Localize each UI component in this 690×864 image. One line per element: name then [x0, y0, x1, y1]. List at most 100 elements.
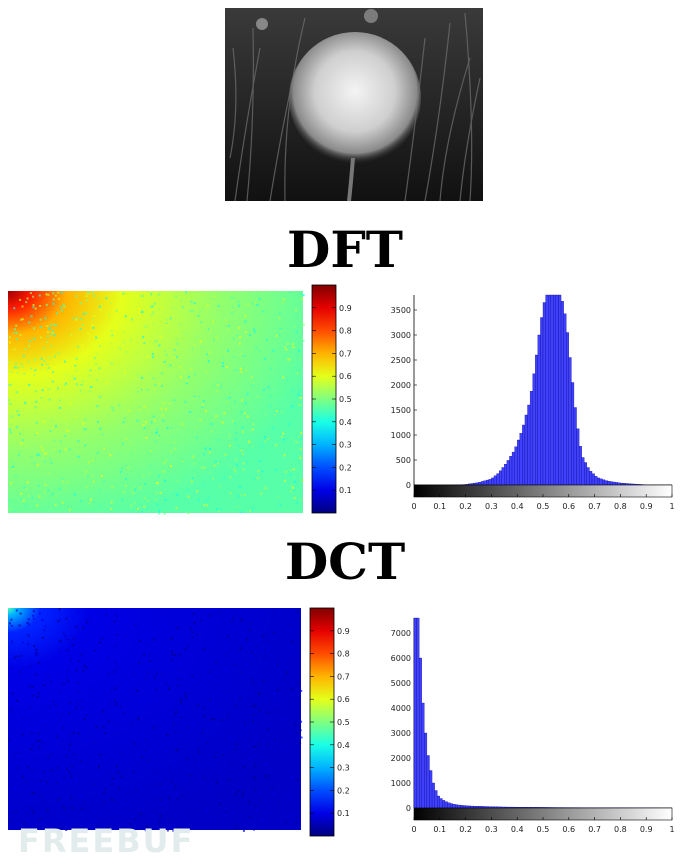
histogram-bar: [426, 755, 430, 809]
colorbar-tick-label: 0.9: [339, 304, 352, 313]
x-tick-label: 0: [411, 825, 416, 834]
colorbar-tick-label: 0.9: [337, 627, 350, 636]
histogram-bar: [511, 451, 515, 486]
y-tick-label: 3000: [391, 729, 411, 738]
histogram-bar: [591, 473, 595, 486]
histogram-bar: [429, 770, 433, 809]
histogram-bar: [553, 294, 557, 486]
x-tick-label: 0.2: [459, 502, 472, 511]
histogram-bar: [617, 482, 621, 486]
histogram-bar: [431, 782, 435, 809]
histogram-bar: [558, 294, 562, 486]
heatmap-noise: [8, 608, 303, 832]
dft-histogram: 0 500 1000 1500 2000 2500 3000 3500 0 0.1 0.2 0.3 0.…: [391, 294, 675, 511]
x-tick-label: 0.3: [485, 825, 498, 834]
histogram-bar: [442, 800, 446, 809]
histogram-bar: [519, 433, 523, 486]
histogram-bar: [540, 317, 544, 486]
y-tick-label: 2000: [391, 754, 411, 763]
heatmap-noise: [8, 291, 305, 515]
x-tick-label: 0.7: [588, 825, 601, 834]
y-tick-label: 0: [406, 804, 411, 813]
histogram-bar: [555, 294, 559, 486]
histogram-bar: [468, 805, 471, 809]
y-tick-label: 7000: [391, 629, 411, 638]
x-tick-label: 1: [669, 502, 674, 511]
y-tick-label: 3500: [391, 306, 411, 315]
histogram-bar: [506, 460, 510, 486]
histogram-bar: [550, 294, 554, 486]
colorbar-tick-label: 0.8: [337, 650, 350, 659]
histogram-bar: [498, 470, 502, 486]
histogram-bar: [599, 478, 603, 486]
histogram-bar: [568, 357, 572, 486]
heatmap-field: [8, 608, 301, 830]
histogram-bar: [437, 795, 440, 809]
colorbar-tick-label: 0.2: [339, 463, 352, 472]
x-tick-label: 0.4: [511, 502, 524, 511]
colorbar-tick-label: 0.4: [337, 741, 350, 750]
histogram-bar: [416, 617, 420, 809]
histogram-bar: [604, 480, 608, 486]
histogram-bar: [578, 446, 582, 486]
histogram-bar: [571, 382, 575, 486]
histogram-bar: [545, 294, 549, 486]
histogram-bar: [439, 798, 443, 809]
dft-title: DFT: [286, 220, 404, 279]
x-tick-label: 0.8: [614, 825, 627, 834]
histogram-bar: [475, 482, 479, 486]
histogram-bar: [532, 373, 536, 486]
y-tick-label: 2000: [391, 381, 411, 390]
histogram-bar: [573, 407, 577, 486]
colorbar-tick-label: 0.2: [337, 786, 350, 795]
x-tick-label: 0.5: [537, 502, 550, 511]
x-tick-label: 0.1: [433, 502, 446, 511]
histogram-bar: [535, 354, 538, 486]
histogram-bar: [480, 481, 484, 486]
histogram-bar: [560, 301, 564, 486]
histogram-bar: [517, 439, 520, 486]
colorbar-tick-label: 0.3: [339, 441, 352, 450]
histogram-bar: [602, 479, 606, 486]
y-tick-label: 1000: [391, 779, 411, 788]
x-tick-label: 0.6: [562, 502, 575, 511]
histogram-bar: [597, 477, 600, 486]
histogram-bar: [457, 804, 461, 809]
colorbar-tick-label: 0.7: [337, 672, 350, 681]
y-tick-label: 1000: [391, 431, 411, 440]
histogram-bar: [483, 480, 487, 486]
histogram-bar: [488, 479, 492, 486]
x-tick-label: 0.7: [588, 502, 601, 511]
histogram-bar: [586, 467, 590, 486]
colorbar-tick-label: 0.1: [339, 486, 352, 495]
histogram-bar: [594, 476, 598, 486]
histogram-bar: [607, 481, 611, 486]
histogram-bar: [576, 428, 580, 486]
x-tick-label: 0.6: [562, 825, 575, 834]
histogram-bar: [496, 473, 500, 486]
histogram-bar: [455, 804, 459, 809]
y-tick-label: 500: [396, 456, 411, 465]
histogram-bar: [449, 803, 453, 809]
histogram-bar: [460, 805, 464, 809]
histogram-bar: [509, 456, 513, 486]
histogram-bar: [584, 462, 588, 486]
histogram-bar: [421, 702, 425, 809]
histogram-bar: [504, 464, 508, 486]
y-tick-label: 0: [406, 481, 411, 490]
colorbar-tick-label: 0.3: [337, 764, 350, 773]
x-tick-label: 0.5: [537, 825, 550, 834]
dct-histogram: 0 1000 2000 3000 4000 5000 6000 7000 0 0.1 0.2 0.3 0…: [391, 617, 675, 834]
histogram-bar: [612, 481, 616, 486]
y-tick-label: 2500: [391, 356, 411, 365]
histogram-bar: [434, 790, 438, 809]
dct-title: DCT: [284, 532, 406, 591]
histogram-bar: [419, 657, 422, 809]
histogram-bar: [447, 802, 451, 809]
histogram-bar: [537, 334, 541, 486]
histogram-bar: [424, 732, 428, 809]
watermark: FREEBUF: [18, 822, 195, 860]
dft-heatmap: 0.1 0.2 0.3 0.4 0.5 0.6 0.7 0.8 0.9: [8, 284, 352, 515]
colorbar-tick-label: 0.1: [337, 809, 350, 818]
dct-heatmap: 0.1 0.2 0.3 0.4 0.5 0.6 0.7 0.8 0.9: [8, 607, 350, 837]
